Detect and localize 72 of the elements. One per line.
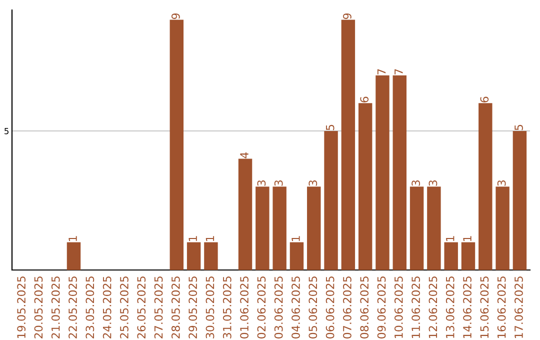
bar <box>478 103 492 270</box>
bar <box>444 242 458 270</box>
bar <box>256 186 270 270</box>
x-tick-label: 05.06.2025 <box>308 276 318 338</box>
data-label: 7 <box>394 69 403 74</box>
bar <box>496 186 510 270</box>
data-label: 9 <box>343 13 352 20</box>
data-label: 5 <box>326 124 334 130</box>
x-tick-label: 13.06.2025 <box>446 276 454 338</box>
data-label: 1 <box>463 236 472 241</box>
bar <box>461 242 476 270</box>
data-label: 3 <box>257 180 266 186</box>
x-tick-label: 23.05.2025 <box>86 276 94 338</box>
data-label: 3 <box>274 180 283 186</box>
data-label: 7 <box>377 69 386 74</box>
data-label: 1 <box>68 236 77 241</box>
bar <box>170 20 184 270</box>
x-tick-label: 17.06.2025 <box>514 276 523 338</box>
bar <box>392 75 407 270</box>
x-tick-label: 09.06.2025 <box>377 276 386 338</box>
x-tick-label: 31.05.2025 <box>222 276 232 338</box>
x-tick-label: 29.05.2025 <box>188 276 198 338</box>
x-tick-label: 10.06.2025 <box>394 276 403 338</box>
x-tick-label: 22.05.2025 <box>68 276 77 338</box>
x-tick-label: 04.06.2025 <box>292 276 300 338</box>
bar <box>290 242 304 270</box>
x-tick-label: 27.05.2025 <box>154 276 163 338</box>
bar <box>358 103 372 270</box>
bar <box>410 186 424 270</box>
x-tick-label: 06.06.2025 <box>326 276 334 338</box>
x-tick-label: 07.06.2025 <box>343 276 352 338</box>
x-tick-label: 26.05.2025 <box>137 276 146 338</box>
bar <box>376 75 390 270</box>
x-tick-label: 25.05.2025 <box>120 276 128 338</box>
data-label: 5 <box>514 124 523 130</box>
x-tick-label: 11.06.2025 <box>412 276 420 338</box>
bar <box>186 242 201 270</box>
data-label: 3 <box>412 180 420 186</box>
x-tick-label: 24.05.2025 <box>102 276 112 338</box>
bar <box>341 20 356 270</box>
bar <box>512 130 527 270</box>
data-label: 9 <box>171 13 180 20</box>
x-tick-label: 21.05.2025 <box>51 276 60 338</box>
x-tick-label: 15.06.2025 <box>480 276 489 338</box>
bar <box>238 158 252 270</box>
bar <box>66 242 81 270</box>
bar <box>324 130 338 270</box>
data-label: 1 <box>446 236 454 241</box>
data-label: 3 <box>428 180 438 186</box>
x-tick-label: 19.05.2025 <box>17 276 26 338</box>
data-label: 6 <box>360 96 369 102</box>
bar <box>272 186 286 270</box>
data-label: 3 <box>497 180 506 186</box>
data-label: 1 <box>188 236 197 241</box>
bar <box>427 186 441 270</box>
x-tick-label: 30.05.2025 <box>206 276 214 338</box>
x-tick-label: 12.06.2025 <box>428 276 438 338</box>
data-label: 1 <box>292 236 300 241</box>
bar <box>204 242 218 270</box>
x-tick-label: 20.05.2025 <box>34 276 43 338</box>
x-tick-label: 08.06.2025 <box>360 276 369 338</box>
data-label: 4 <box>240 152 248 158</box>
data-label: 1 <box>206 236 214 241</box>
data-label: 6 <box>480 96 489 102</box>
data-label: 3 <box>308 180 318 186</box>
x-tick-label: 03.06.2025 <box>274 276 283 338</box>
x-tick-label: 16.06.2025 <box>497 276 506 338</box>
x-tick-label: 02.06.2025 <box>257 276 266 338</box>
x-tick-label: 01.06.2025 <box>240 276 248 338</box>
x-tick-label: 14.06.2025 <box>463 276 472 338</box>
bar <box>307 186 321 270</box>
x-tick-label: 28.05.2025 <box>171 276 180 338</box>
